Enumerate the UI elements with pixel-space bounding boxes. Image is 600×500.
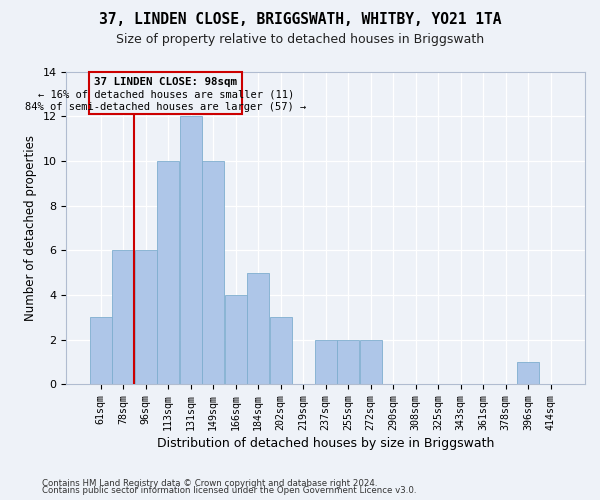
FancyBboxPatch shape xyxy=(89,72,242,114)
Bar xyxy=(112,250,134,384)
Bar xyxy=(359,340,382,384)
Bar xyxy=(157,161,179,384)
Bar xyxy=(315,340,337,384)
Bar xyxy=(225,295,247,384)
Bar xyxy=(202,161,224,384)
Bar xyxy=(270,318,292,384)
Bar xyxy=(90,318,112,384)
X-axis label: Distribution of detached houses by size in Briggswath: Distribution of detached houses by size … xyxy=(157,437,494,450)
Text: 37 LINDEN CLOSE: 98sqm: 37 LINDEN CLOSE: 98sqm xyxy=(94,77,238,87)
Text: ← 16% of detached houses are smaller (11): ← 16% of detached houses are smaller (11… xyxy=(38,90,294,100)
Text: 37, LINDEN CLOSE, BRIGGSWATH, WHITBY, YO21 1TA: 37, LINDEN CLOSE, BRIGGSWATH, WHITBY, YO… xyxy=(99,12,501,28)
Text: 84% of semi-detached houses are larger (57) →: 84% of semi-detached houses are larger (… xyxy=(25,102,307,112)
Text: Size of property relative to detached houses in Briggswath: Size of property relative to detached ho… xyxy=(116,32,484,46)
Y-axis label: Number of detached properties: Number of detached properties xyxy=(24,135,37,321)
Bar xyxy=(247,272,269,384)
Bar xyxy=(135,250,157,384)
Bar xyxy=(337,340,359,384)
Bar xyxy=(180,116,202,384)
Text: Contains HM Land Registry data © Crown copyright and database right 2024.: Contains HM Land Registry data © Crown c… xyxy=(42,478,377,488)
Text: Contains public sector information licensed under the Open Government Licence v3: Contains public sector information licen… xyxy=(42,486,416,495)
Bar xyxy=(517,362,539,384)
